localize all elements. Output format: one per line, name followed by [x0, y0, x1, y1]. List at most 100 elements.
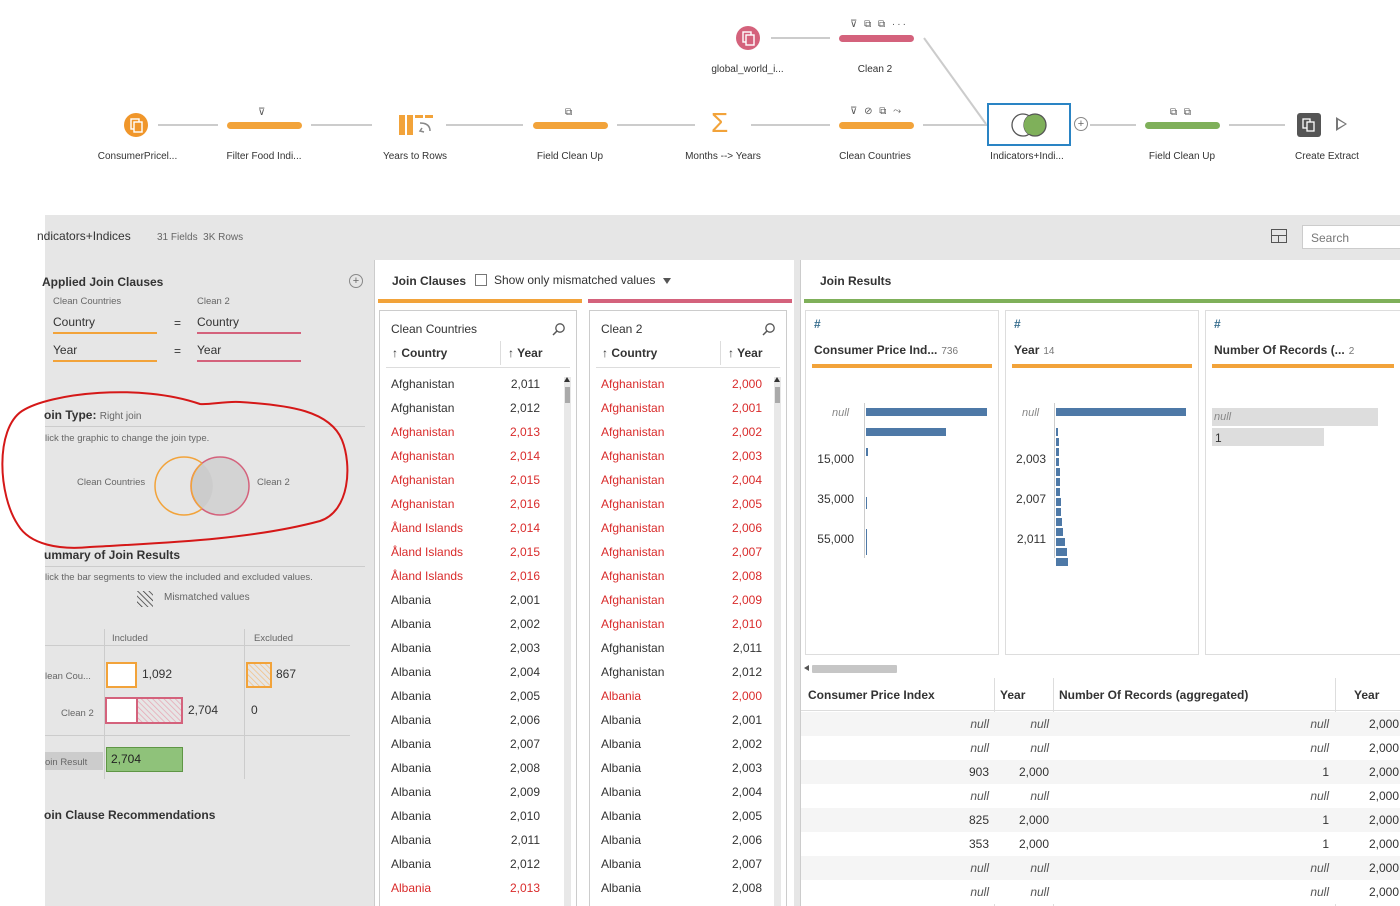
flow-node-fieldclean2-bar[interactable]	[1145, 122, 1220, 129]
list-item-year[interactable]: 2,001	[731, 401, 762, 415]
search-input[interactable]: Search	[1302, 225, 1400, 249]
list-item-country[interactable]: Afghanistan	[391, 449, 455, 463]
right-col-country-header[interactable]: ↑ Country	[602, 346, 658, 360]
list-item-country[interactable]: Albania	[391, 593, 432, 607]
list-item-country[interactable]: Albania	[391, 737, 432, 751]
included-bar-clean2[interactable]	[105, 697, 184, 724]
list-item-year[interactable]: 2,008	[731, 569, 762, 583]
list-item-year[interactable]: 2,009	[509, 785, 540, 799]
right-values-list[interactable]: Clean 2 ↑ Country ↑ Year Afghanistan 2,00…	[589, 310, 787, 906]
right-scrollbar[interactable]	[774, 377, 781, 906]
search-icon[interactable]	[762, 322, 776, 339]
table-header-year[interactable]: Year	[1000, 688, 1026, 702]
flow-node-pivot[interactable]: Years to Rows	[360, 151, 470, 165]
histogram-bar[interactable]	[1056, 448, 1059, 456]
list-item-country[interactable]: Albania	[391, 713, 432, 727]
list-item-year[interactable]: 2,002	[509, 617, 540, 631]
histogram-bar-null[interactable]	[1056, 408, 1186, 416]
scroll-up-icon[interactable]	[564, 377, 570, 382]
list-item-country[interactable]: Afghanistan	[391, 401, 455, 415]
list-item-country[interactable]: Albania	[601, 713, 642, 727]
join-type-venn[interactable]	[153, 455, 253, 519]
flow-node-fieldclean1-bar[interactable]	[533, 122, 608, 129]
flow-node-clean2[interactable]: Clean 2	[820, 64, 930, 78]
histogram-bar[interactable]	[1056, 528, 1063, 536]
list-item-country[interactable]: Afghanistan	[601, 377, 665, 391]
profile-field-name[interactable]: Consumer Price Ind... 736	[814, 343, 958, 357]
right-col-year-header[interactable]: ↑ Year	[728, 346, 763, 360]
list-item-year[interactable]: 2,015	[509, 545, 540, 559]
mismatch-checkbox[interactable]	[475, 274, 487, 286]
flow-node-cleancountries[interactable]: Clean Countries	[820, 151, 930, 165]
profile-card-cpi[interactable]: # Consumer Price Ind... 736 null 15,000 3…	[805, 310, 999, 655]
histogram-bar[interactable]	[866, 428, 946, 436]
list-item-country[interactable]: Albania	[601, 809, 642, 823]
add-step-icon[interactable]: +	[1074, 117, 1088, 131]
list-item-year[interactable]: 2,002	[731, 737, 762, 751]
list-item-country[interactable]: Albania	[601, 761, 642, 775]
histogram-bar[interactable]	[1056, 428, 1058, 436]
list-item-year[interactable]: 2,001	[731, 713, 762, 727]
flow-node-filter-bar[interactable]	[227, 122, 302, 129]
clause-operator[interactable]: =	[174, 344, 182, 358]
left-scrollbar[interactable]	[564, 377, 571, 906]
list-item-country[interactable]: Afghanistan	[391, 377, 455, 391]
horizontal-scroll-thumb[interactable]	[812, 665, 897, 673]
add-clause-icon[interactable]: +	[349, 274, 363, 288]
flow-canvas[interactable]: ConsumerPricel... ⊽ Filter Food Indi... …	[0, 0, 1400, 215]
list-item-country[interactable]: Albania	[601, 689, 642, 703]
list-item-country[interactable]: Afghanistan	[601, 665, 665, 679]
list-item-year[interactable]: 2,004	[509, 665, 540, 679]
list-item-year[interactable]: 2,012	[509, 401, 540, 415]
list-item-country[interactable]: Afghanistan	[601, 521, 665, 535]
sigma-icon[interactable]: Σ	[711, 107, 729, 138]
list-item-country[interactable]: Albania	[601, 857, 642, 871]
list-item-country[interactable]: Afghanistan	[601, 401, 665, 415]
profile-field-name[interactable]: Number Of Records (... 2	[1214, 343, 1354, 357]
list-item-year[interactable]: 2,013	[509, 881, 540, 895]
histogram-bar[interactable]	[1056, 548, 1067, 556]
input-node-icon[interactable]	[124, 113, 148, 137]
list-item-year[interactable]: 2,000	[731, 377, 762, 391]
flow-node-aggregate[interactable]: Months --> Years	[668, 151, 778, 165]
scroll-thumb[interactable]	[775, 387, 780, 403]
list-item-country[interactable]: Afghanistan	[601, 545, 665, 559]
clause-right-field-country[interactable]: Country	[197, 315, 301, 334]
scroll-up-icon[interactable]	[774, 377, 780, 382]
list-item-year[interactable]: 2,005	[731, 809, 762, 823]
flow-node-globalworld[interactable]: global_world_i...	[670, 64, 825, 78]
list-item-year[interactable]: 2,014	[509, 521, 540, 535]
output-icon[interactable]	[1297, 113, 1321, 137]
clause-operator[interactable]: =	[174, 316, 182, 330]
list-item-country[interactable]: Afghanistan	[391, 497, 455, 511]
left-values-list[interactable]: Clean Countries ↑ Country ↑ Year Afghani…	[379, 310, 577, 906]
list-item-year[interactable]: 2,007	[731, 545, 762, 559]
profile-card-year[interactable]: # Year 14 null 2,003 2,007 2,011	[1005, 310, 1199, 655]
list-item-year[interactable]: 2,008	[731, 881, 762, 895]
flow-node-consumerprice[interactable]: ConsumerPricel...	[60, 151, 215, 165]
list-item-year[interactable]: 2,006	[509, 713, 540, 727]
histogram-bar[interactable]	[866, 529, 867, 555]
table-row[interactable]	[801, 760, 1400, 784]
list-item-year[interactable]: 2,002	[731, 425, 762, 439]
list-item-country[interactable]: Afghanistan	[601, 617, 665, 631]
list-item-year[interactable]: 2,005	[509, 689, 540, 703]
scroll-thumb[interactable]	[565, 387, 570, 403]
list-item-country[interactable]: Albania	[391, 689, 432, 703]
list-item-year[interactable]: 2,003	[731, 449, 762, 463]
list-item-country[interactable]: Albania	[601, 881, 642, 895]
list-item-country[interactable]: Albania	[601, 737, 642, 751]
profile-field-name[interactable]: Year 14	[1014, 343, 1054, 357]
table-header-cpi[interactable]: Consumer Price Index	[808, 688, 935, 702]
list-item-country[interactable]: Afghanistan	[391, 425, 455, 439]
list-item-year[interactable]: 2,011	[510, 833, 540, 847]
mismatch-label[interactable]: Show only mismatched values	[494, 273, 671, 287]
clause-left-field-year[interactable]: Year	[53, 343, 157, 362]
list-item-country[interactable]: Albania	[391, 665, 432, 679]
list-item-country[interactable]: Afghanistan	[391, 473, 455, 487]
histogram-bar[interactable]	[1056, 488, 1060, 496]
list-item-country[interactable]: Albania	[391, 809, 432, 823]
list-item-country[interactable]: Afghanistan	[601, 569, 665, 583]
flow-node-clean2-bar[interactable]	[839, 35, 914, 42]
histogram-bar[interactable]	[1056, 458, 1059, 466]
